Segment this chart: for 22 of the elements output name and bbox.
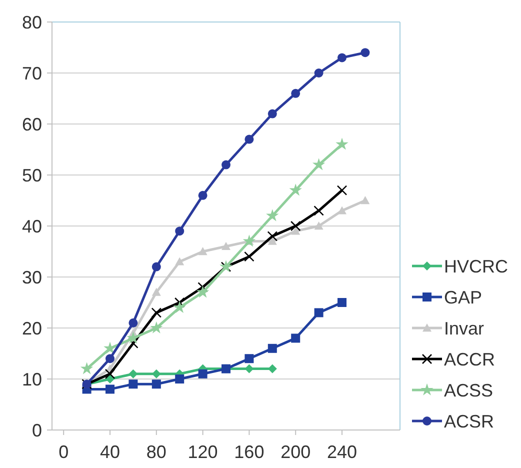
legend-label: GAP [444,287,482,308]
y-tick-label: 20 [22,318,42,338]
legend-label: ACCR [444,349,496,370]
x-tick-label: 80 [146,442,166,462]
x-tick-label: 40 [100,442,120,462]
y-tick-label: 60 [22,114,42,134]
x-tick-label: 200 [280,442,311,462]
x-tick-label: 160 [234,442,264,462]
y-tick-label: 70 [22,63,42,84]
legend-label: ACSR [444,411,494,432]
y-tick-label: 30 [22,267,42,288]
y-tick-label: 40 [22,216,42,236]
legend-label: ACSS [444,380,494,400]
legend-label: HVCRC [444,256,508,276]
x-tick-label: 120 [188,442,218,462]
y-tick-label: 10 [22,369,42,390]
y-tick-label: 50 [22,165,42,186]
legend-label: Invar [444,318,484,338]
y-tick-label: 0 [32,420,42,440]
x-tick-label: 240 [326,442,358,462]
x-tick-label: 0 [58,442,69,462]
y-tick-label: 80 [22,12,42,32]
